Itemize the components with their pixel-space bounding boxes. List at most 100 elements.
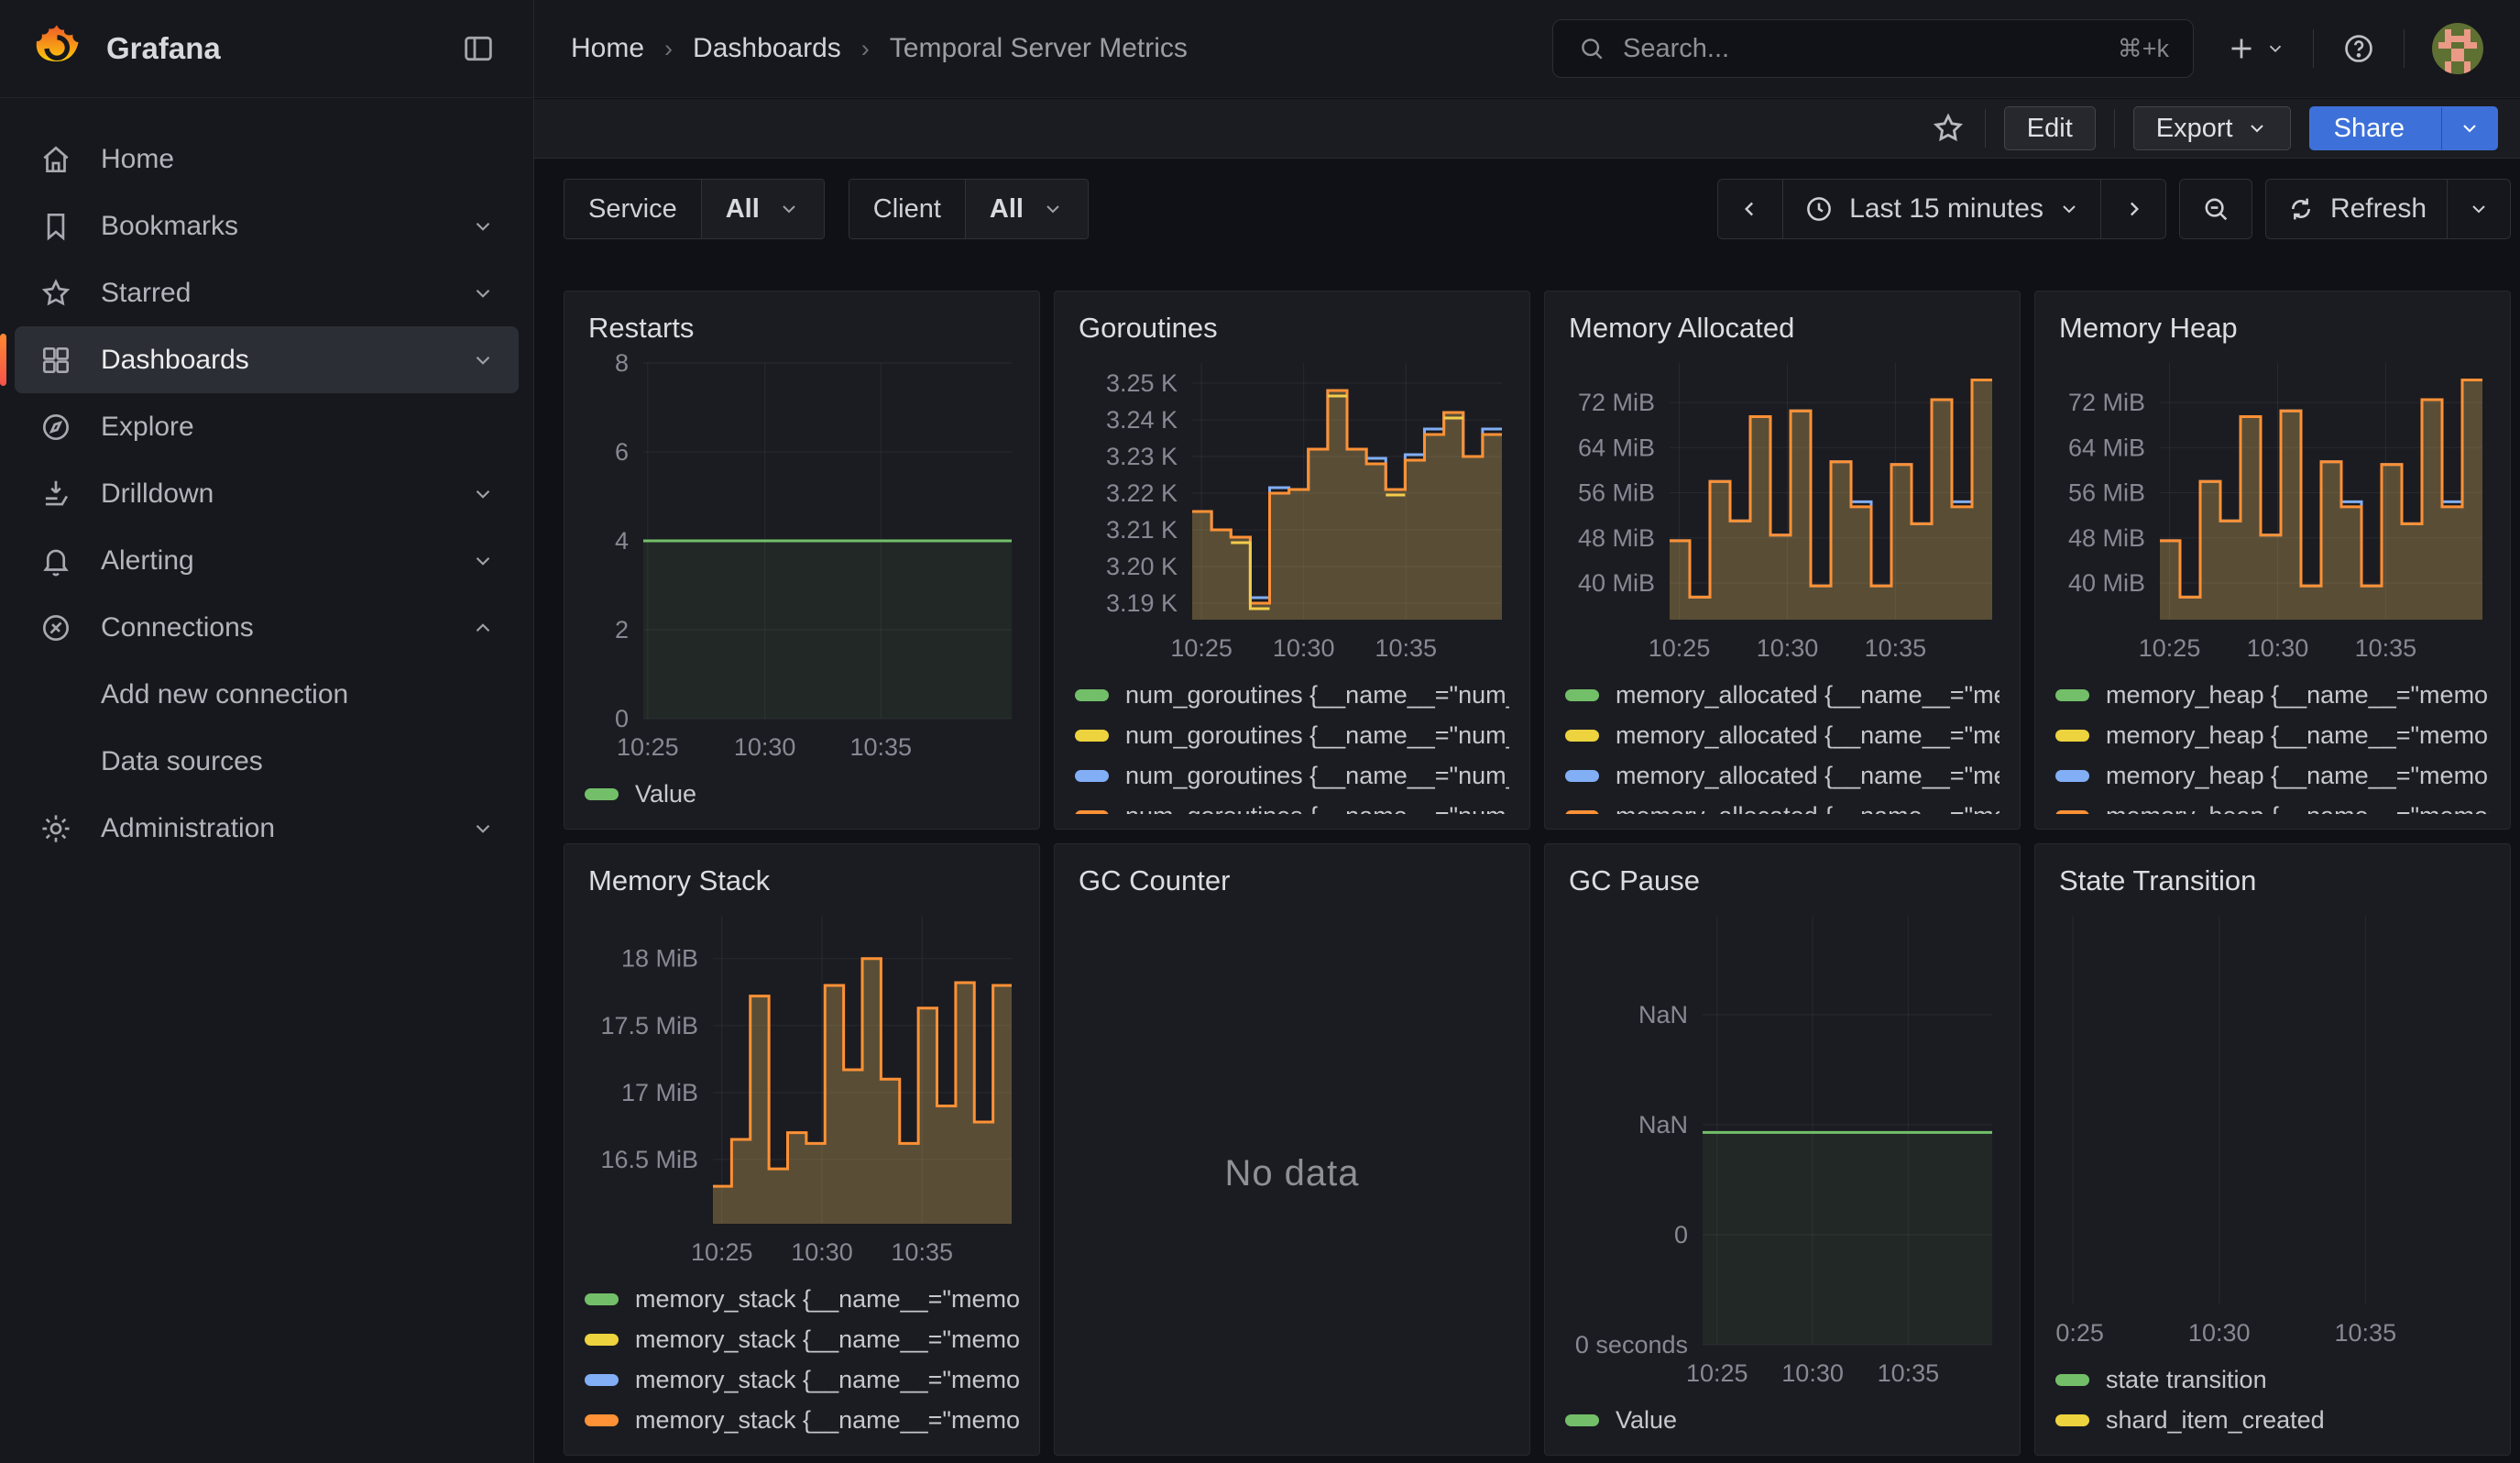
svg-text:17 MiB: 17 MiB: [621, 1079, 698, 1106]
sidebar-collapse-icon[interactable]: [460, 30, 497, 67]
refresh-button[interactable]: Refresh: [2265, 180, 2448, 238]
sidebar-label: Add new connection: [101, 678, 349, 710]
goroutines-chart[interactable]: 3.25 K 3.24 K 3.23 K 3.22 K 3.21 K 3.20 K 3.19…: [1075, 354, 1509, 667]
legend-item[interactable]: memory_heap {__name__="memory_h: [2055, 715, 2490, 755]
legend-item[interactable]: memory_heap {__name__="memory_h: [2055, 755, 2490, 796]
legend: Value: [1565, 1392, 2000, 1440]
search-input[interactable]: Search... ⌘+k: [1552, 19, 2194, 78]
sidebar-item-starred[interactable]: Starred: [15, 259, 519, 326]
sidebar-item-data-sources[interactable]: Data sources: [15, 728, 519, 795]
sidebar-item-alerting[interactable]: Alerting: [15, 527, 519, 594]
legend-item[interactable]: Value: [1565, 1400, 2000, 1440]
time-range-picker[interactable]: Last 15 minutes: [1783, 180, 2101, 238]
legend: state transition shard_item_created: [2055, 1352, 2490, 1440]
clock-icon: [1807, 197, 1832, 221]
legend-label: memory_stack {__name__="memory_s: [635, 1365, 1019, 1393]
legend-item[interactable]: Value: [585, 774, 1019, 814]
grafana-logo-icon[interactable]: [31, 23, 82, 74]
memory-heap-chart[interactable]: 72 MiB 64 MiB 56 MiB 48 MiB 40 MiB 10:25 10:30…: [2055, 354, 2490, 667]
legend-item[interactable]: shard_item_created: [2055, 1400, 2490, 1440]
brand-title: Grafana: [106, 31, 221, 65]
legend-item[interactable]: memory_stack {__name__="memory_s: [585, 1359, 1019, 1400]
star-icon: [1933, 113, 1963, 142]
legend-item[interactable]: memory_stack {__name__="memory_s: [585, 1400, 1019, 1440]
help-button[interactable]: [2341, 31, 2376, 66]
panel-title[interactable]: GC Pause: [1569, 864, 1701, 896]
legend-item[interactable]: memory_stack {__name__="memory_s: [585, 1319, 1019, 1359]
legend-color-pill: [585, 1373, 619, 1386]
legend-item[interactable]: memory_allocated {__name__="memo: [1565, 675, 2000, 715]
sidebar-item-drilldown[interactable]: Drilldown: [15, 460, 519, 527]
legend-color-pill: [1565, 729, 1599, 742]
sidebar-item-home[interactable]: Home: [15, 126, 519, 192]
svg-text:0: 0: [615, 705, 629, 732]
service-variable-picker[interactable]: Service All: [564, 179, 825, 239]
star-dashboard-button[interactable]: [1930, 110, 1967, 147]
legend-item[interactable]: state transition: [2055, 1359, 2490, 1400]
panel-title[interactable]: State Transition: [2059, 864, 2257, 896]
legend-color-pill: [1565, 769, 1599, 782]
chevron-down-icon: [2269, 45, 2282, 53]
panel-title[interactable]: Restarts: [588, 312, 695, 344]
svg-text:3.25 K: 3.25 K: [1106, 369, 1178, 397]
legend-item[interactable]: memory_heap {__name__="memory_h: [2055, 675, 2490, 715]
sidebar: Grafana Home Bookmarks Starred: [0, 0, 534, 1463]
legend-item[interactable]: num_goroutines {__name__="num_go: [1075, 796, 1509, 814]
user-avatar[interactable]: [2432, 23, 2483, 74]
service-value-dropdown[interactable]: All: [701, 180, 824, 238]
panel-title[interactable]: Memory Allocated: [1569, 312, 1795, 344]
sidebar-item-add-new-connection[interactable]: Add new connection: [15, 661, 519, 728]
time-shift-back-button[interactable]: [1718, 180, 1784, 238]
legend-item[interactable]: memory_allocated {__name__="memo: [1565, 715, 2000, 755]
legend-color-pill: [1075, 729, 1109, 742]
share-dropdown-button[interactable]: [2441, 107, 2497, 149]
edit-button[interactable]: Edit: [2003, 106, 2096, 150]
legend-item[interactable]: memory_stack {__name__="memory_s: [585, 1279, 1019, 1319]
legend-item[interactable]: memory_allocated {__name__="memo: [1565, 755, 2000, 796]
breadcrumb-home[interactable]: Home: [571, 33, 645, 63]
zoom-out-button[interactable]: [2179, 180, 2252, 238]
breadcrumb-dashboards[interactable]: Dashboards: [693, 33, 841, 63]
legend-item[interactable]: memory_heap {__name__="memory_h: [2055, 796, 2490, 814]
memory-allocated-chart[interactable]: 72 MiB 64 MiB 56 MiB 48 MiB 40 MiB 10:25 10:30…: [1565, 354, 2000, 667]
breadcrumb: Home › Dashboards › Temporal Server Metr…: [571, 33, 1188, 64]
svg-text:3.24 K: 3.24 K: [1106, 406, 1178, 434]
legend-color-pill: [2055, 1414, 2089, 1426]
legend: memory_allocated {__name__="memo memory_a…: [1565, 667, 2000, 814]
chevron-up-icon: [476, 622, 490, 632]
sidebar-item-dashboards[interactable]: Dashboards: [0, 326, 519, 393]
state-transition-chart[interactable]: 10:25 10:30 10:35: [2055, 907, 2490, 1352]
panel-title[interactable]: Memory Stack: [588, 864, 771, 896]
sidebar-item-administration[interactable]: Administration: [15, 795, 519, 862]
sidebar-item-bookmarks[interactable]: Bookmarks: [15, 192, 519, 259]
legend-color-pill: [1565, 809, 1599, 814]
sidebar-item-connections[interactable]: Connections: [15, 594, 519, 661]
sidebar-label: Starred: [101, 277, 192, 308]
share-button[interactable]: Share: [2308, 106, 2498, 150]
legend-item[interactable]: memory_allocated {__name__="memo: [1565, 796, 2000, 814]
add-button[interactable]: [2225, 32, 2285, 65]
client-label: Client: [849, 180, 966, 238]
svg-text:2: 2: [615, 616, 629, 644]
time-shift-forward-button[interactable]: [2100, 180, 2165, 238]
restarts-chart[interactable]: 8 6 4 2 010:25 10:30 10:35: [585, 354, 1019, 766]
panel-state-transition: State Transition 10:25 10:30 10:35 state t…: [2034, 843, 2511, 1456]
svg-text:10:35: 10:35: [1375, 634, 1437, 662]
panel-title[interactable]: Memory Heap: [2059, 312, 2238, 344]
search-placeholder: Search...: [1623, 33, 1730, 63]
sidebar-item-explore[interactable]: Explore: [15, 393, 519, 460]
client-value-dropdown[interactable]: All: [965, 180, 1088, 238]
legend-color-pill: [585, 787, 619, 800]
legend-item[interactable]: num_goroutines {__name__="num_go: [1075, 715, 1509, 755]
export-button[interactable]: Export: [2132, 106, 2291, 150]
panel-title[interactable]: GC Counter: [1079, 864, 1231, 896]
memory-stack-chart[interactable]: 18 MiB 17.5 MiB 17 MiB 16.5 MiB 10:25 10:30 10…: [585, 907, 1019, 1271]
top-bar: Home › Dashboards › Temporal Server Metr…: [534, 0, 2520, 98]
legend-item[interactable]: num_goroutines {__name__="num_go: [1075, 675, 1509, 715]
refresh-interval-dropdown[interactable]: [2448, 180, 2510, 238]
panel-title[interactable]: Goroutines: [1079, 312, 1218, 344]
client-variable-picker[interactable]: Client All: [848, 179, 1089, 239]
svg-text:40 MiB: 40 MiB: [1578, 569, 1655, 597]
legend-item[interactable]: num_goroutines {__name__="num_go: [1075, 755, 1509, 796]
